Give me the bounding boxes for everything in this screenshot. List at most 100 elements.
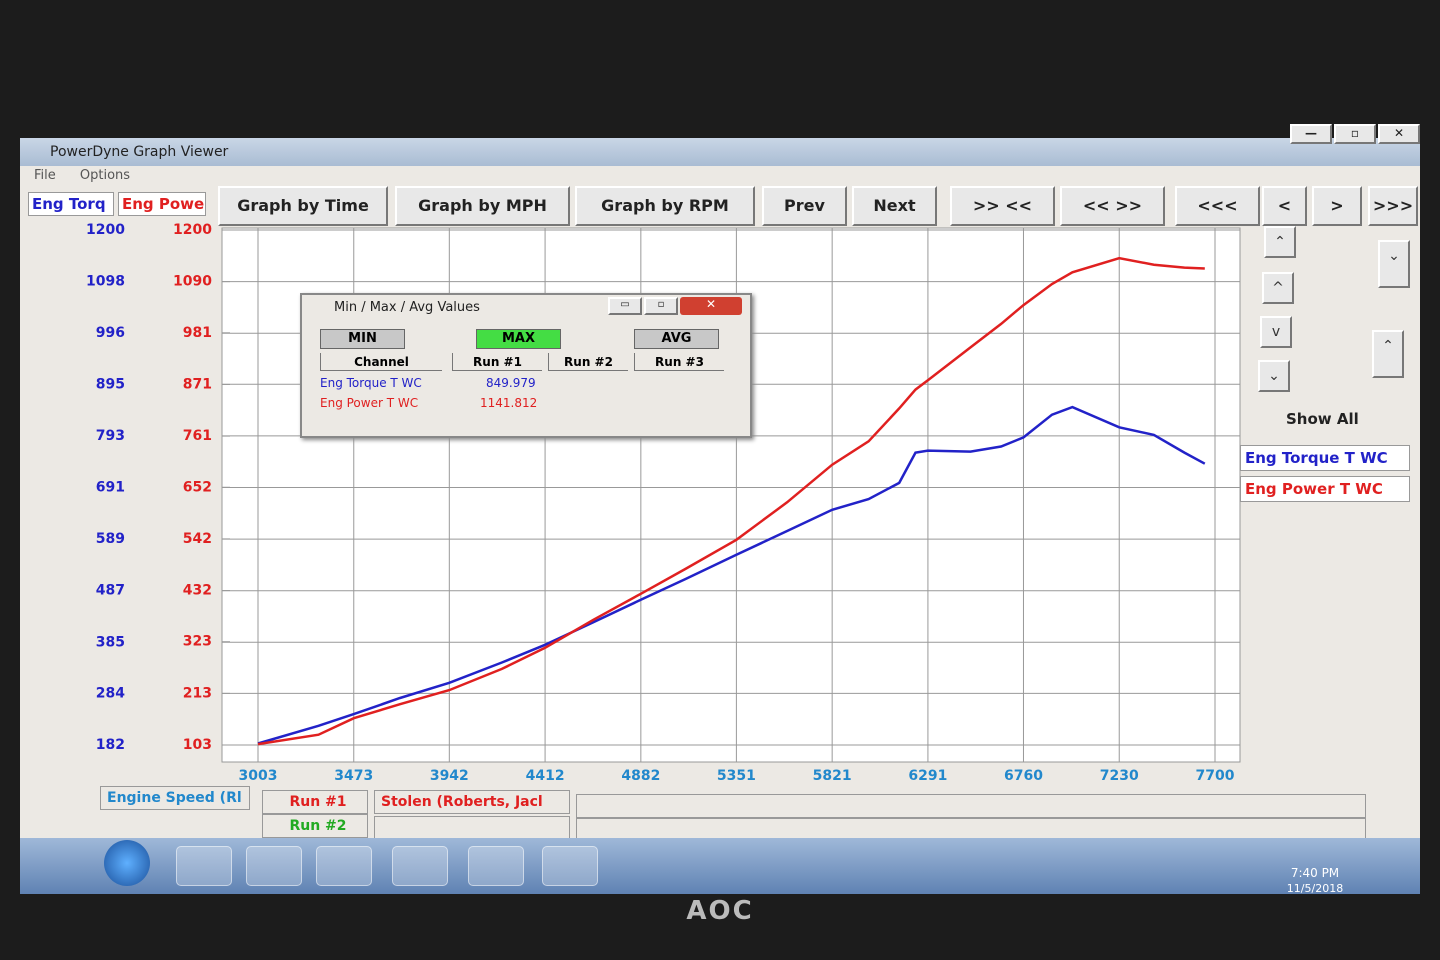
y-tick-label: 487	[96, 583, 125, 599]
y-tick-label: 996	[96, 325, 125, 341]
run-field	[576, 794, 1366, 818]
legend-entry: Eng Torque T WC	[1240, 445, 1410, 471]
tab-avg[interactable]: AVG	[634, 329, 719, 349]
tab-min[interactable]: MIN	[320, 329, 405, 349]
run-label: Run #1	[262, 790, 368, 814]
tab-max[interactable]: MAX	[476, 329, 561, 349]
run-name-empty	[374, 816, 570, 840]
scroll-bottom[interactable]: ⌄	[1258, 360, 1290, 392]
scroll-top[interactable]: ⌃	[1264, 226, 1296, 258]
y2-tick-label: 213	[183, 685, 212, 701]
column-header: Run #2	[548, 353, 628, 371]
run-label: Run #2	[262, 814, 368, 838]
y-tick-label: 182	[96, 737, 125, 753]
taskbar-app[interactable]	[468, 846, 524, 886]
toolbar-button[interactable]: Graph by RPM	[575, 186, 755, 226]
x-tick-label: 4412	[526, 768, 565, 784]
scroll-down[interactable]: v	[1260, 316, 1292, 348]
y2-tick-label: 542	[183, 531, 212, 547]
dialog-maximize[interactable]: ▫	[644, 297, 678, 315]
maximize-button[interactable]: ▫	[1334, 124, 1376, 144]
y2-tick-label: 432	[183, 583, 212, 599]
x-tick-label: 6760	[1004, 768, 1043, 784]
taskbar-app[interactable]	[176, 846, 232, 886]
toolbar-button[interactable]: Next	[852, 186, 937, 226]
dialog-close[interactable]: ✕	[680, 297, 742, 315]
x-tick-label: 7230	[1100, 768, 1139, 784]
minimize-button[interactable]: —	[1290, 124, 1332, 144]
torque-axis-header: Eng Torq	[28, 192, 114, 216]
show-all[interactable]: Show All	[1286, 410, 1359, 428]
legend-label: Eng Torque T WC	[1245, 449, 1388, 467]
max-value: 1141.812	[480, 396, 538, 410]
y-tick-label: 691	[96, 480, 125, 496]
toolbar-button[interactable]: >>>	[1368, 186, 1418, 226]
toolbar-button[interactable]: Graph by MPH	[395, 186, 570, 226]
y-tick-label: 589	[96, 531, 125, 547]
zoom-out[interactable]: ⌃	[1372, 330, 1404, 378]
y-tick-label: 1098	[86, 274, 125, 290]
column-header: Run #3	[634, 353, 724, 371]
scroll-up[interactable]: ^	[1262, 272, 1294, 304]
x-tick-label: 5351	[717, 768, 756, 784]
clock-date: 11/5/2018	[1286, 882, 1344, 895]
y2-tick-label: 103	[183, 737, 212, 753]
y2-tick-label: 323	[183, 634, 212, 650]
x-tick-label: 6291	[908, 768, 947, 784]
y2-tick-label: 981	[183, 325, 212, 341]
legend-entry: Eng Power T WC	[1240, 476, 1410, 502]
dialog-minimize[interactable]: ▭	[608, 297, 642, 315]
taskbar-app[interactable]	[246, 846, 302, 886]
toolbar-button[interactable]: Graph by Time	[218, 186, 388, 226]
taskbar-app[interactable]	[392, 846, 448, 886]
close-button[interactable]: ✕	[1378, 124, 1420, 144]
y-tick-label: 284	[96, 685, 125, 701]
y-tick-label: 793	[96, 428, 125, 444]
y2-tick-label: 761	[183, 428, 212, 444]
x-tick-label: 4882	[621, 768, 660, 784]
y-tick-label: 895	[96, 376, 125, 392]
toolbar-button[interactable]: << >>	[1060, 186, 1165, 226]
taskbar	[20, 838, 1420, 894]
min-max-dialog: Min / Max / Avg Values ▭ ▫ ✕ MIN MAX AVG…	[300, 293, 752, 438]
column-header: Run #1	[452, 353, 542, 371]
max-value: 849.979	[486, 376, 536, 390]
zoom-in[interactable]: ⌄	[1378, 240, 1410, 288]
run-name: Stolen (Roberts, Jacl	[374, 790, 570, 814]
x-tick-label: 3473	[334, 768, 373, 784]
y2-tick-label: 1090	[173, 274, 212, 290]
y-tick-label: 385	[96, 634, 125, 650]
toolbar-button[interactable]: <	[1262, 186, 1307, 226]
title-bar: PowerDyne Graph Viewer	[20, 138, 1420, 166]
y-tick-label: 1200	[86, 222, 125, 238]
taskbar-app[interactable]	[316, 846, 372, 886]
dialog-title: Min / Max / Avg Values	[334, 300, 480, 315]
series-line	[257, 256, 1205, 746]
window-title: PowerDyne Graph Viewer	[50, 144, 229, 160]
y2-tick-label: 871	[183, 376, 212, 392]
x-channel: Engine Speed (Rl	[100, 786, 250, 810]
toolbar-button[interactable]: >	[1312, 186, 1362, 226]
clock-time: 7:40 PM	[1290, 866, 1340, 880]
series-line	[257, 405, 1206, 745]
monitor-brand: AOC	[686, 896, 754, 926]
power-axis-header: Eng Powe	[118, 192, 206, 216]
toolbar-button[interactable]: >> <<	[950, 186, 1055, 226]
menu-item[interactable]: File	[34, 168, 56, 183]
menu-item[interactable]: Options	[79, 168, 131, 183]
channel-name: Eng Torque T WC	[320, 376, 422, 390]
x-tick-label: 5821	[813, 768, 852, 784]
x-tick-label: 3003	[239, 768, 278, 784]
toolbar-button[interactable]: Prev	[762, 186, 847, 226]
x-tick-label: 7700	[1196, 768, 1235, 784]
toolbar-button[interactable]: <<<	[1175, 186, 1260, 226]
taskbar-app[interactable]	[542, 846, 598, 886]
legend-label: Eng Power T WC	[1245, 480, 1383, 498]
y2-tick-label: 1200	[173, 222, 212, 238]
x-tick-label: 3942	[430, 768, 469, 784]
column-header: Channel	[320, 353, 442, 371]
channel-name: Eng Power T WC	[320, 396, 419, 410]
y2-tick-label: 652	[183, 479, 212, 495]
start-button[interactable]	[104, 840, 150, 886]
